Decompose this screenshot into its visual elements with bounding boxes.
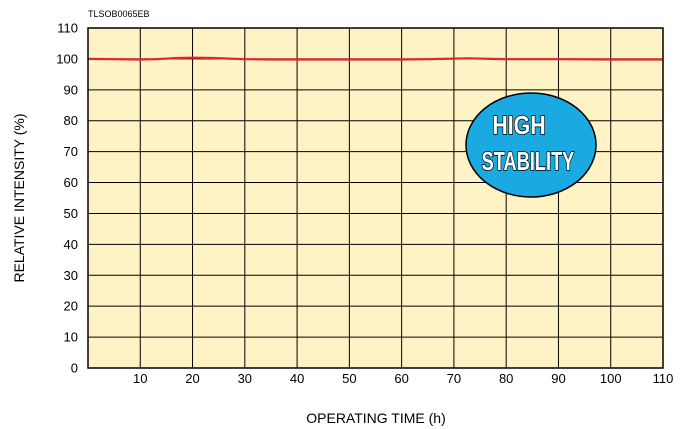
tick-labels: 10 20 30 40 50 60 70 80 90 100 110 0 10 20 30 40 50 60 70 8… — [56, 21, 673, 387]
x-tick-label: 60 — [394, 371, 408, 386]
x-tick-label: 30 — [238, 371, 252, 386]
y-tick-label: 60 — [64, 175, 78, 190]
x-tick-label: 10 — [133, 371, 147, 386]
y-tick-label: 40 — [64, 237, 78, 252]
badge-line-2: STABILITY — [482, 147, 575, 176]
document-code: TLSOB0065EB — [88, 9, 150, 19]
plot-area — [88, 28, 663, 368]
y-axis-label: RELATIVE INTENSITY (%) — [11, 113, 27, 282]
x-tick-label: 110 — [653, 371, 674, 386]
badge-line-1: HIGH — [492, 111, 545, 141]
relative-intensity-line — [87, 56, 663, 61]
x-tick-label: 50 — [342, 371, 356, 386]
x-tick-label: 90 — [551, 371, 565, 386]
y-tick-label: 20 — [64, 299, 78, 314]
badge-ellipse — [465, 92, 597, 198]
y-tick-label: 100 — [56, 51, 78, 66]
y-tick-label: 80 — [64, 113, 78, 128]
y-tick-label: 70 — [64, 144, 78, 159]
high-stability-badge: HIGH STABILITY — [465, 92, 597, 198]
x-tick-label: 80 — [499, 371, 513, 386]
y-tick-label: 50 — [64, 206, 78, 221]
plot-frame — [87, 27, 664, 369]
y-tick-label: 30 — [64, 268, 78, 283]
y-tick-label: 110 — [57, 21, 78, 36]
y-tick-label: 90 — [64, 82, 78, 97]
x-tick-label: 40 — [290, 371, 304, 386]
x-tick-label: 70 — [447, 371, 461, 386]
x-tick-label: 100 — [600, 371, 622, 386]
y-tick-label: 0 — [71, 361, 78, 376]
y-tick-label: 10 — [64, 330, 78, 345]
series-layer — [87, 56, 663, 61]
x-tick-label: 20 — [185, 371, 199, 386]
x-axis-label: OPERATING TIME (h) — [306, 410, 446, 426]
